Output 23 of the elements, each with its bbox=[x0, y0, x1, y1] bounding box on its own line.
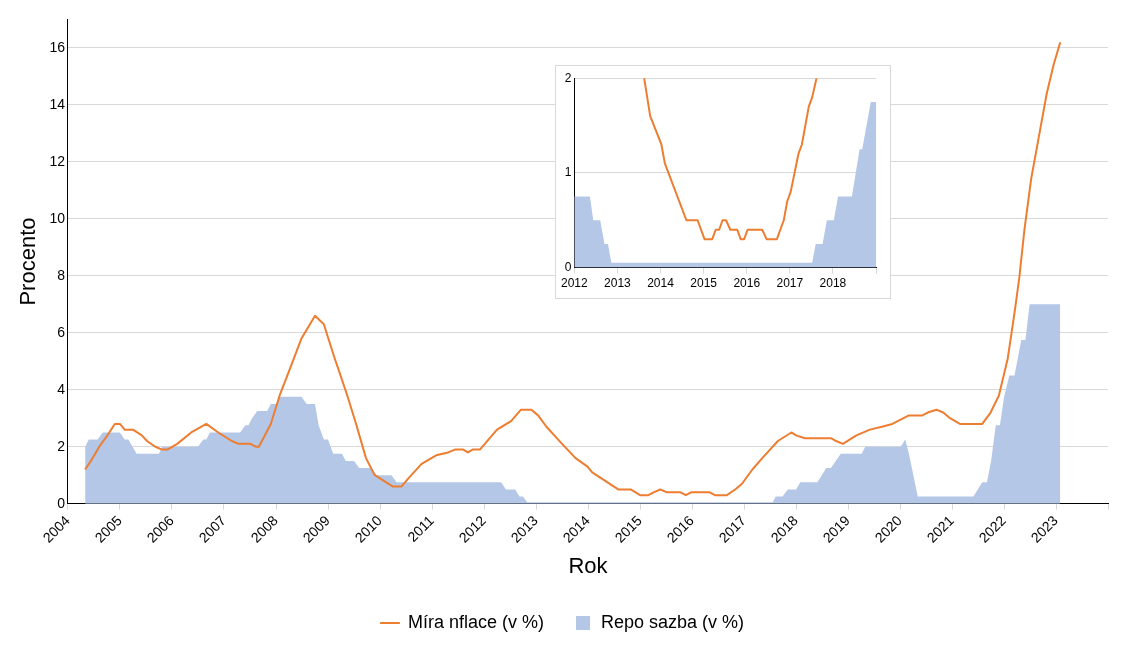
y-tick-label: 16 bbox=[49, 38, 66, 55]
legend-label: Repo sazba (v %) bbox=[600, 611, 745, 632]
x-tick-label: 2016 bbox=[733, 276, 761, 291]
y-tick-label: 2 bbox=[564, 70, 572, 85]
y-tick-label: 6 bbox=[57, 323, 66, 340]
y-tick-label: 2 bbox=[57, 437, 66, 454]
x-axis-title: Rok bbox=[568, 552, 609, 578]
legend-label: Míra nflace (v %) bbox=[407, 611, 544, 632]
y-tick-label: 12 bbox=[49, 152, 66, 169]
x-tick-label: 2013 bbox=[604, 276, 632, 291]
x-tick-label: 2017 bbox=[776, 276, 804, 291]
x-tick-label: 2018 bbox=[819, 276, 847, 291]
y-tick-label: 1 bbox=[564, 165, 572, 180]
y-tick-label: 0 bbox=[57, 494, 66, 511]
y-tick-label: 14 bbox=[49, 95, 66, 112]
x-tick-label: 2012 bbox=[561, 276, 589, 291]
y-tick-label: 8 bbox=[57, 266, 66, 283]
x-tick-label: 2015 bbox=[690, 276, 718, 291]
y-axis-title: Procento bbox=[15, 217, 41, 306]
x-tick-label: 2014 bbox=[647, 276, 675, 291]
y-tick-label: 4 bbox=[57, 380, 66, 397]
y-tick-label: 0 bbox=[564, 259, 572, 274]
y-tick-label: 10 bbox=[49, 209, 66, 226]
